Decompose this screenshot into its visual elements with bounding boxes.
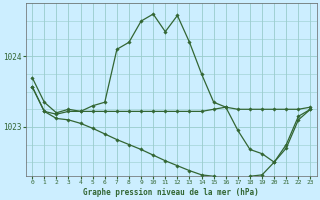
X-axis label: Graphe pression niveau de la mer (hPa): Graphe pression niveau de la mer (hPa) — [84, 188, 259, 197]
